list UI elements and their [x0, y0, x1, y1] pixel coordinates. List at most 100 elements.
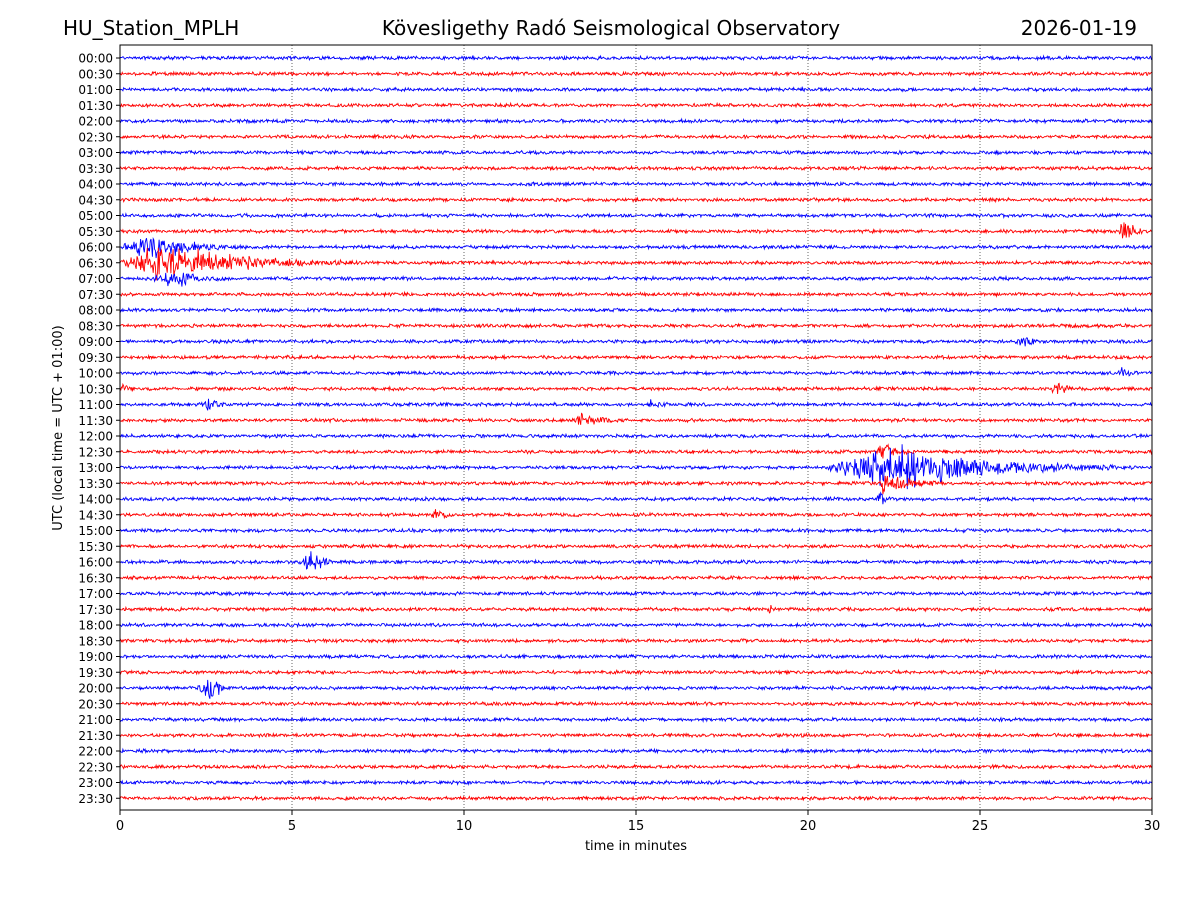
y-tick-label: 19:30: [78, 666, 113, 680]
trace-row-2300: [120, 778, 1153, 787]
trace-row-1900: [119, 652, 1153, 661]
trace-row-0400: [119, 180, 1153, 188]
trace-row-1700: [119, 590, 1153, 597]
y-tick-label: 13:30: [78, 477, 113, 491]
trace-row-1030: [119, 382, 1153, 395]
y-tick-label: 23:30: [78, 792, 113, 806]
y-tick-label: 14:30: [78, 508, 113, 522]
y-tick-label: 05:00: [78, 209, 113, 223]
trace-row-0530: [119, 222, 1153, 239]
y-tick-label: 16:00: [78, 556, 113, 570]
trace-row-0930: [119, 353, 1153, 361]
y-tick-label: 18:30: [78, 634, 113, 648]
y-tick-label: 20:30: [78, 697, 113, 711]
trace-row-0800: [119, 306, 1153, 314]
trace-row-1730: [119, 604, 1153, 614]
trace-row-0500: [119, 212, 1153, 219]
trace-row-2000: [119, 679, 1153, 699]
y-tick-label: 04:00: [78, 178, 113, 192]
trace-row-1630: [119, 574, 1153, 582]
y-tick-label: 07:00: [78, 272, 113, 286]
y-tick-label: 12:00: [78, 430, 113, 444]
y-tick-label: 11:00: [78, 398, 113, 412]
trace-row-0330: [119, 164, 1153, 172]
y-tick-label: 21:00: [78, 713, 113, 727]
x-tick-label: 30: [1144, 819, 1161, 834]
y-tick-label: 22:00: [78, 745, 113, 759]
trace-row-1530: [119, 543, 1153, 550]
y-tick-label: 22:30: [78, 760, 113, 774]
x-tick-label: 5: [288, 819, 296, 834]
x-axis-ticks: 0 5 10 15 20 25 30: [116, 810, 1160, 834]
station-name: HU_Station_MPLH: [63, 16, 239, 40]
trace-row-2230: [119, 763, 1153, 771]
trace-row-2200: [119, 747, 1153, 755]
trace-row-1400: [119, 491, 1153, 505]
trace-row-0600: [119, 236, 1153, 259]
trace-row-0200: [119, 117, 1153, 125]
y-tick-label: 13:00: [78, 461, 113, 475]
trace-row-0000: [119, 54, 1153, 62]
y-tick-label: 10:30: [78, 382, 113, 396]
y-tick-label: 08:30: [78, 319, 113, 333]
trace-row-1330: [119, 475, 1153, 495]
y-tick-label: 12:30: [78, 445, 113, 459]
y-tick-label: 18:00: [78, 619, 113, 633]
trace-row-2330: [119, 795, 1153, 802]
x-axis-label: time in minutes: [585, 839, 687, 854]
y-tick-label: 14:00: [78, 493, 113, 507]
y-tick-label: 17:30: [78, 603, 113, 617]
trace-row-0730: [119, 290, 1153, 298]
x-tick-label: 15: [628, 819, 645, 834]
trace-row-1300: [119, 444, 1153, 490]
y-tick-label: 08:00: [78, 304, 113, 318]
y-tick-label: 01:30: [78, 99, 113, 113]
y-tick-label: 07:30: [78, 288, 113, 302]
y-tick-label: 02:00: [78, 115, 113, 129]
y-tick-label: 02:30: [78, 130, 113, 144]
y-tick-label: 15:30: [78, 540, 113, 554]
y-tick-label: 06:00: [78, 241, 113, 255]
y-tick-label: 11:30: [78, 414, 113, 428]
trace-row-2130: [119, 731, 1153, 739]
trace-row-0830: [119, 322, 1153, 330]
y-tick-label: 16:30: [78, 571, 113, 585]
y-tick-label: 06:30: [78, 256, 113, 270]
y-tick-label: 01:00: [78, 83, 113, 97]
trace-row-1200: [119, 432, 1153, 440]
seismic-traces: [119, 54, 1153, 802]
plot-frame: [119, 44, 1153, 811]
trace-row-0130: [119, 101, 1153, 109]
trace-row-0700: [119, 272, 1153, 287]
x-tick-label: 20: [800, 819, 817, 834]
y-tick-label: 20:00: [78, 682, 113, 696]
y-tick-label: 05:30: [78, 225, 113, 239]
chart-title: Kövesligethy Radó Seismological Observat…: [382, 16, 840, 40]
y-axis-label: UTC (local time = UTC + 01:00): [51, 325, 66, 530]
trace-row-1830: [119, 637, 1153, 645]
trace-row-0100: [119, 86, 1153, 93]
y-tick-label: 23:00: [78, 776, 113, 790]
chart-date: 2026-01-19: [1021, 16, 1137, 40]
trace-row-0900: [119, 337, 1153, 347]
y-tick-label: 09:00: [78, 335, 113, 349]
y-tick-label: 03:30: [78, 162, 113, 176]
x-tick-label: 10: [456, 819, 473, 834]
trace-row-0430: [119, 196, 1153, 204]
trace-row-0630: [119, 247, 1153, 281]
x-tick-label: 25: [972, 819, 989, 834]
gridlines: [291, 45, 981, 810]
trace-row-0030: [119, 70, 1153, 78]
trace-row-1800: [119, 621, 1153, 629]
trace-row-1100: [119, 398, 1153, 411]
y-tick-label: 03:00: [78, 146, 113, 160]
trace-row-1130: [119, 412, 1153, 425]
trace-row-1000: [119, 367, 1153, 377]
x-tick-label: 0: [116, 819, 124, 834]
y-tick-label: 00:30: [78, 67, 113, 81]
y-tick-label: 19:00: [78, 650, 113, 664]
y-tick-label: 09:30: [78, 351, 113, 365]
trace-row-2030: [119, 700, 1153, 708]
trace-row-0300: [119, 149, 1153, 156]
